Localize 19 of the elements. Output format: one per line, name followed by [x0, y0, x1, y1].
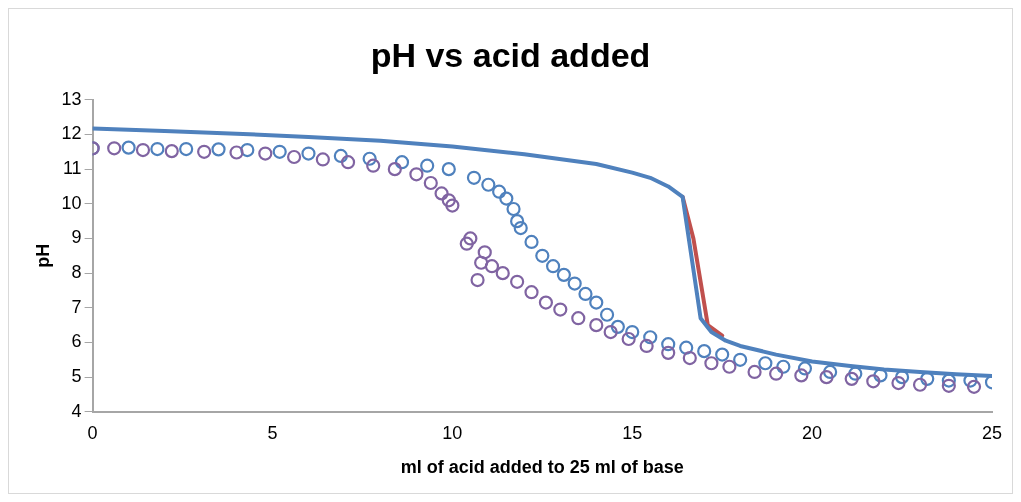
x-tick-label: 25 — [981, 422, 1003, 443]
y-tick-label: 5 — [71, 366, 82, 387]
y-tick-label: 11 — [62, 158, 82, 179]
y-tick-label: 7 — [71, 296, 82, 317]
y-tick-label: 4 — [71, 400, 82, 421]
x-tick-label: 15 — [622, 422, 643, 443]
y-tick-label: 6 — [71, 331, 82, 352]
x-axis-title: ml of acid added to 25 ml of base — [400, 457, 684, 478]
chart-title: pH vs acid added — [370, 35, 651, 74]
y-tick-label: 13 — [61, 88, 82, 109]
y-tick-label: 12 — [61, 123, 82, 144]
y-tick-label: 10 — [61, 192, 82, 213]
y-tick-label: 8 — [71, 262, 82, 283]
y-axis-title: pH — [32, 243, 53, 268]
x-tick-label: 10 — [442, 422, 463, 443]
x-tick-label: 5 — [267, 422, 278, 443]
y-tick-label: 9 — [71, 227, 82, 248]
x-tick-label: 20 — [802, 422, 823, 443]
x-tick-label: 0 — [87, 422, 98, 443]
